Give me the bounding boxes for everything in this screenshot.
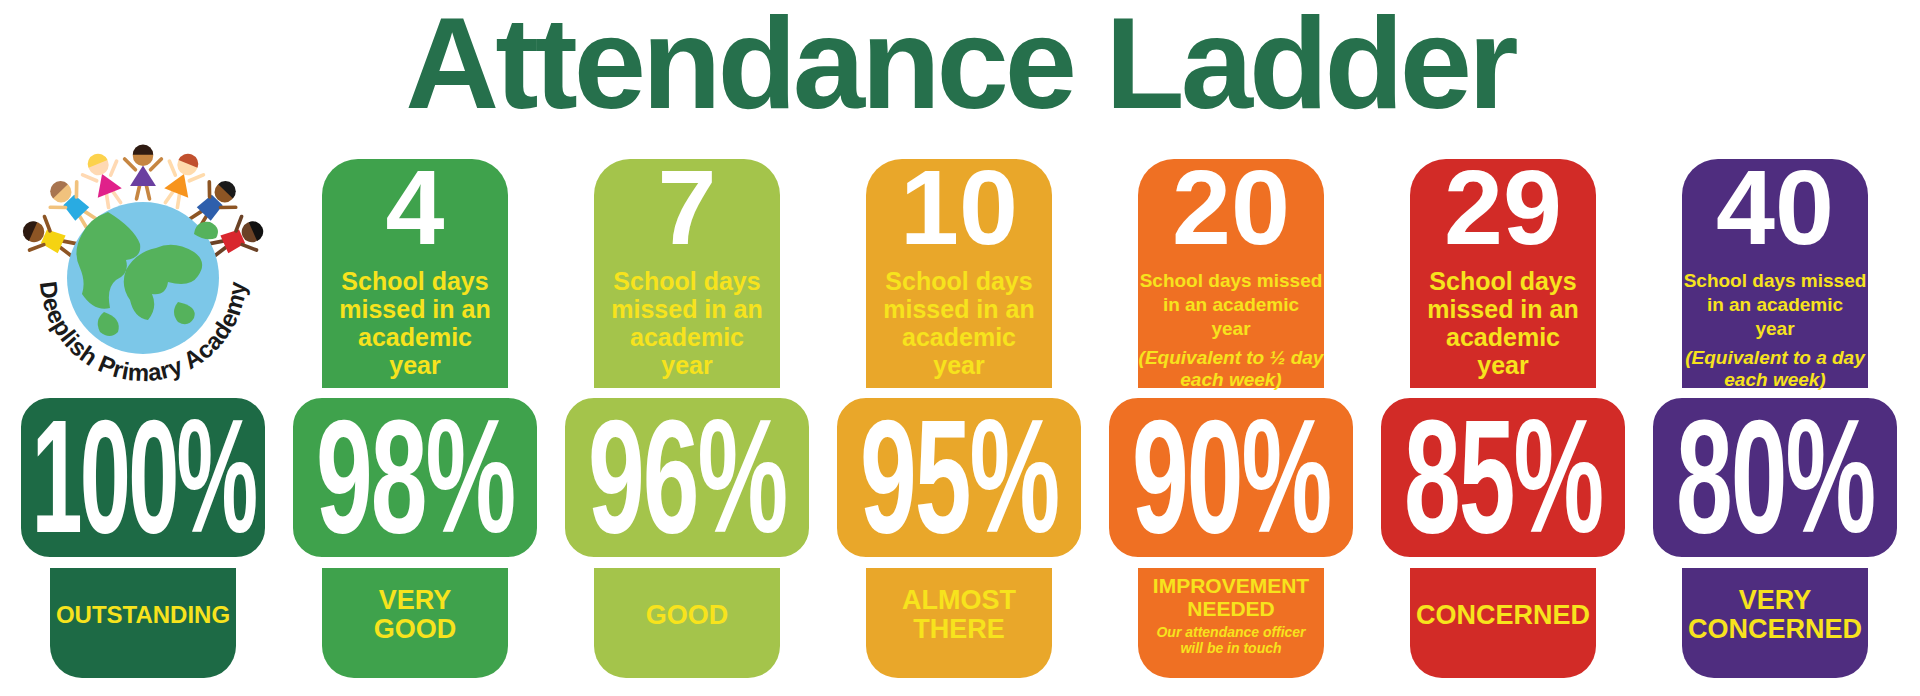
top-card-almost-there: 10 School daysmissed in anacademicyear <box>866 159 1052 388</box>
percent-band-good: 96% <box>560 393 814 562</box>
desc-line: year <box>1410 351 1596 379</box>
desc-line: missed in an <box>1410 295 1596 323</box>
ladder-column-concerned: 29School daysmissed in anacademicyear85%… <box>1376 0 1630 696</box>
status-label: VERYCONCERNED <box>1688 586 1862 644</box>
label-line: VERY <box>1688 586 1862 615</box>
status-label: VERYGOOD <box>374 586 457 644</box>
status-label: GOOD <box>646 601 729 630</box>
top-card-good: 7 School daysmissed in anacademicyear <box>594 159 780 388</box>
label-line: NEEDED <box>1153 597 1309 620</box>
label-line: ALMOST <box>902 586 1016 615</box>
percent-value: 95% <box>860 385 1058 570</box>
label-line: CONCERNED <box>1688 615 1862 644</box>
desc-line: academic <box>866 323 1052 351</box>
label-card-outstanding: OUTSTANDING <box>50 568 236 678</box>
label-card-improvement-needed: IMPROVEMENTNEEDED Our attendance officerw… <box>1138 568 1324 678</box>
desc-line: in an academic <box>1682 293 1868 317</box>
top-card-improvement-needed: 20 School days missedin an academicyear (E… <box>1138 159 1324 388</box>
label-line: VERY <box>374 586 457 615</box>
status-label: ALMOSTTHERE <box>902 586 1016 644</box>
percent-value: 80% <box>1676 385 1874 570</box>
desc-line: year <box>1138 317 1324 341</box>
days-missed-text: School daysmissed in anacademicyear <box>1410 267 1596 379</box>
top-card-concerned: 29 School daysmissed in anacademicyear <box>1410 159 1596 388</box>
days-missed-text: School daysmissed in anacademicyear <box>322 267 508 379</box>
ladder-column-very-good: 4School daysmissed in anacademicyear98%V… <box>288 0 542 696</box>
desc-line: School days <box>322 267 508 295</box>
ladder-column-very-concerned: 40 School days missedin an academicyear (E… <box>1648 0 1902 696</box>
days-missed-number: 4 <box>322 159 508 255</box>
label-card-very-good: VERYGOOD <box>322 568 508 678</box>
label-card-concerned: CONCERNED <box>1410 568 1596 678</box>
percent-value: 96% <box>588 385 786 570</box>
label-card-very-concerned: VERYCONCERNED <box>1682 568 1868 678</box>
desc-line: School days missed <box>1682 269 1868 293</box>
label-line: THERE <box>902 615 1016 644</box>
label-note: Our attendance officerwill be in touch <box>1156 624 1305 656</box>
ladder-column-good: 7School daysmissed in anacademicyear96%G… <box>560 0 814 696</box>
top-card-very-concerned: 40 School days missedin an academicyear (E… <box>1682 159 1868 388</box>
label-card-almost-there: ALMOSTTHERE <box>866 568 1052 678</box>
percent-value: 100% <box>31 385 255 570</box>
days-missed-number: 10 <box>866 159 1052 255</box>
days-missed-text: School days missedin an academicyear <box>1138 269 1324 341</box>
label-line: CONCERNED <box>1416 601 1590 630</box>
status-label: CONCERNED <box>1416 601 1590 630</box>
percent-band-very-good: 98% <box>288 393 542 562</box>
ladder-column-almost-there: 10School daysmissed in anacademicyear95%… <box>832 0 1086 696</box>
desc-line: missed in an <box>322 295 508 323</box>
ladder-column-outstanding: 100% OUTSTANDING <box>16 0 270 696</box>
note-line: (Equivalent to ½ day <box>1138 347 1324 369</box>
note-line: (Equivalent to a day <box>1682 347 1868 369</box>
percent-band-almost-there: 95% <box>832 393 1086 562</box>
ladder-column-improvement-needed: 20 School days missedin an academicyear (E… <box>1104 0 1358 696</box>
days-missed-number: 7 <box>594 159 780 255</box>
label-line: GOOD <box>374 615 457 644</box>
desc-line: year <box>322 351 508 379</box>
desc-line: School days <box>594 267 780 295</box>
desc-line: academic <box>1410 323 1596 351</box>
desc-line: School days missed <box>1138 269 1324 293</box>
desc-line: missed in an <box>866 295 1052 323</box>
desc-line: academic <box>322 323 508 351</box>
percent-band-concerned: 85% <box>1376 393 1630 562</box>
percent-value: 90% <box>1132 385 1330 570</box>
label-card-good: GOOD <box>594 568 780 678</box>
desc-line: in an academic <box>1138 293 1324 317</box>
days-missed-number: 29 <box>1410 159 1596 255</box>
label-line: OUTSTANDING <box>56 602 230 628</box>
days-missed-number: 20 <box>1138 159 1324 255</box>
days-missed-text: School days missedin an academicyear <box>1682 269 1868 341</box>
days-missed-number: 40 <box>1682 159 1868 255</box>
days-missed-text: School daysmissed in anacademicyear <box>594 267 780 379</box>
percent-band-very-concerned: 80% <box>1648 393 1902 562</box>
label-note-line: will be in touch <box>1156 640 1305 656</box>
desc-line: School days <box>866 267 1052 295</box>
percent-value: 98% <box>316 385 514 570</box>
label-line: GOOD <box>646 601 729 630</box>
attendance-ladder-poster: Attendance Ladder <box>0 0 1920 696</box>
desc-line: School days <box>1410 267 1596 295</box>
percent-value: 85% <box>1404 385 1602 570</box>
percent-band-improvement-needed: 90% <box>1104 393 1358 562</box>
label-line: IMPROVEMENT <box>1153 574 1309 597</box>
desc-line: year <box>866 351 1052 379</box>
days-missed-text: School daysmissed in anacademicyear <box>866 267 1052 379</box>
status-label: OUTSTANDING <box>56 602 230 628</box>
status-label: IMPROVEMENTNEEDED <box>1153 574 1309 620</box>
desc-line: year <box>1682 317 1868 341</box>
top-card-very-good: 4 School daysmissed in anacademicyear <box>322 159 508 388</box>
desc-line: missed in an <box>594 295 780 323</box>
desc-line: year <box>594 351 780 379</box>
label-note-line: Our attendance officer <box>1156 624 1305 640</box>
desc-line: academic <box>594 323 780 351</box>
percent-band-outstanding: 100% <box>16 393 270 562</box>
